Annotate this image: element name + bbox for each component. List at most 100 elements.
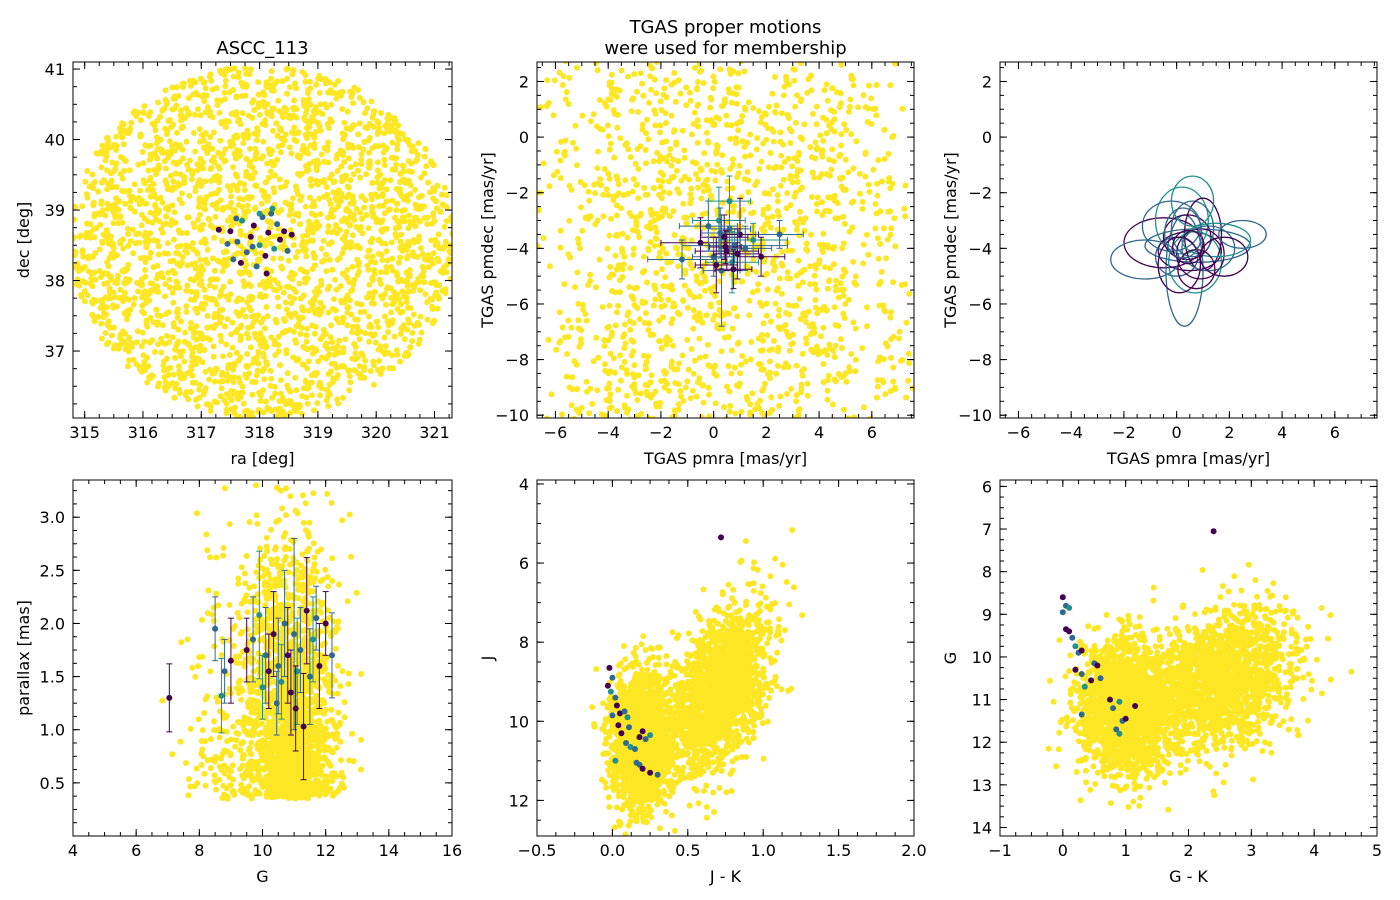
nonmember-point xyxy=(176,363,182,370)
nonmember-point xyxy=(113,133,120,140)
nonmember-point xyxy=(196,348,203,354)
nonmember-point xyxy=(379,191,386,198)
nonmember-point xyxy=(648,209,655,216)
nonmember-point xyxy=(702,274,708,281)
nonmember-point xyxy=(580,301,586,308)
nonmember-point xyxy=(317,299,324,306)
nonmember-point xyxy=(353,224,360,230)
x-tick-label: 6 xyxy=(867,423,877,442)
nonmember-point xyxy=(680,397,687,404)
nonmember-point xyxy=(629,188,636,195)
nonmember-point xyxy=(666,190,673,197)
nonmember-point xyxy=(599,304,606,310)
member-points xyxy=(1110,175,1267,327)
nonmember-point xyxy=(559,82,566,88)
member-point xyxy=(224,240,231,247)
nonmember-point xyxy=(724,383,730,390)
nonmember-point xyxy=(217,137,224,144)
nonmember-point xyxy=(720,404,727,411)
nonmember-point xyxy=(228,199,235,206)
nonmember-point xyxy=(171,209,178,216)
nonmember-point xyxy=(111,141,118,148)
nonmember-point xyxy=(252,151,259,158)
nonmember-point xyxy=(707,94,714,101)
nonmember-point xyxy=(293,85,300,92)
nonmember-point xyxy=(97,211,103,218)
nonmember-point xyxy=(610,355,617,362)
nonmember-point xyxy=(397,170,404,177)
nonmember-point xyxy=(160,358,167,365)
nonmember-point xyxy=(197,256,204,263)
nonmember-point xyxy=(694,102,701,109)
nonmember-point xyxy=(562,137,569,144)
nonmember-point xyxy=(791,66,798,73)
nonmember-point xyxy=(658,344,665,351)
nonmember-point xyxy=(182,247,189,254)
nonmember-point xyxy=(773,102,780,109)
nonmember-point xyxy=(677,388,684,394)
nonmember-point xyxy=(776,402,783,409)
nonmember-point xyxy=(157,194,164,201)
nonmember-point xyxy=(733,100,740,107)
nonmember-point xyxy=(427,158,434,165)
nonmember-point xyxy=(769,213,776,220)
nonmember-point xyxy=(157,136,164,143)
nonmember-point xyxy=(202,206,209,213)
nonmember-point xyxy=(772,109,779,116)
nonmember-point xyxy=(178,112,185,119)
nonmember-point xyxy=(358,156,365,163)
nonmember-point xyxy=(339,130,346,137)
nonmember-point xyxy=(269,394,276,401)
nonmember-point xyxy=(278,135,285,142)
nonmember-point xyxy=(737,370,743,377)
nonmember-point xyxy=(286,212,293,218)
nonmember-point xyxy=(284,75,290,82)
nonmember-point xyxy=(423,163,430,170)
nonmember-point xyxy=(603,103,610,110)
nonmember-point xyxy=(135,288,141,295)
nonmember-point xyxy=(334,168,341,174)
nonmember-point xyxy=(753,146,760,153)
nonmember-point xyxy=(377,183,384,190)
nonmember-point xyxy=(623,140,630,147)
nonmember-point xyxy=(324,286,331,293)
nonmember-point xyxy=(700,188,707,195)
nonmember-point xyxy=(274,294,281,301)
nonmember-point xyxy=(315,358,322,365)
nonmember-point xyxy=(716,115,723,122)
nonmember-point xyxy=(336,337,343,344)
nonmember-point xyxy=(748,210,755,217)
nonmember-point xyxy=(592,62,599,66)
nonmember-point xyxy=(318,245,325,252)
nonmember-point xyxy=(262,117,269,124)
nonmember-point xyxy=(892,62,899,67)
nonmember-point xyxy=(144,218,151,225)
nonmember-point xyxy=(380,202,387,209)
nonmember-point xyxy=(409,338,416,345)
nonmember-point xyxy=(711,121,718,128)
nonmember-point xyxy=(755,361,762,367)
nonmember-point xyxy=(825,372,832,379)
nonmember-point xyxy=(594,67,601,74)
nonmember-point xyxy=(286,144,293,151)
nonmember-point xyxy=(369,144,376,151)
nonmember-point xyxy=(208,77,215,84)
nonmember-point xyxy=(748,339,755,345)
nonmember-point xyxy=(328,101,335,108)
nonmember-point xyxy=(712,400,719,407)
nonmember-point xyxy=(743,393,750,400)
nonmember-point xyxy=(197,112,204,119)
member-points xyxy=(215,205,295,277)
nonmember-point xyxy=(385,111,392,118)
nonmember-point xyxy=(329,345,336,352)
nonmember-point xyxy=(175,93,182,99)
nonmember-point xyxy=(589,400,596,407)
nonmember-point xyxy=(273,287,280,294)
y-tick-label: 39 xyxy=(45,201,65,220)
nonmember-point xyxy=(425,179,432,186)
nonmember-point xyxy=(120,298,127,305)
nonmember-point xyxy=(222,124,229,131)
nonmember-point xyxy=(155,341,161,348)
nonmember-point xyxy=(97,221,104,228)
nonmember-point xyxy=(675,263,682,270)
